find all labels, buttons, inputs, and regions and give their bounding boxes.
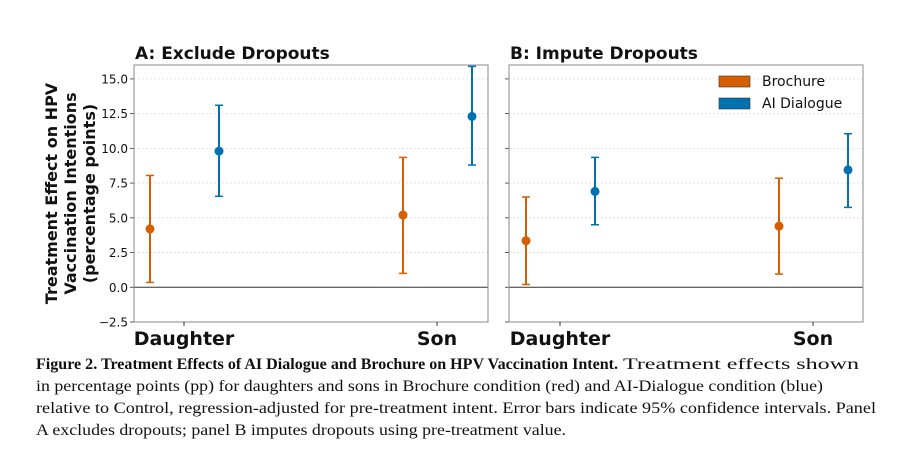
axes-frame bbox=[133, 64, 489, 323]
y-tick-label: 5.0 bbox=[109, 211, 128, 225]
x-tick-label: Son bbox=[793, 328, 833, 350]
caption-line-1: Treatment effects shown bbox=[623, 356, 859, 373]
data-point bbox=[467, 111, 477, 121]
y-tick-label: 7.5 bbox=[109, 177, 128, 191]
data-point bbox=[398, 210, 408, 220]
caption-line-4: A excludes dropouts; panel B imputes dro… bbox=[36, 422, 566, 439]
x-tick-label: Son bbox=[417, 328, 457, 350]
y-axis-label: Treatment Effect on HPV bbox=[42, 82, 61, 304]
y-tick-label: −2.5 bbox=[99, 316, 128, 330]
y-tick-label: 15.0 bbox=[101, 72, 128, 86]
panel-title: A: Exclude Dropouts bbox=[135, 44, 330, 64]
x-tick-label: Daughter bbox=[134, 328, 235, 350]
x-tick-label: Daughter bbox=[510, 328, 611, 350]
data-point bbox=[145, 224, 155, 234]
y-tick-label: 2.5 bbox=[109, 246, 128, 260]
data-point bbox=[774, 221, 784, 231]
data-point bbox=[214, 146, 224, 156]
legend-swatch bbox=[718, 97, 751, 110]
legend-label: AI Dialogue bbox=[762, 96, 842, 112]
data-point bbox=[590, 186, 600, 196]
caption-line-2: in percentage points (pp) for daughters … bbox=[36, 378, 823, 395]
data-point bbox=[521, 236, 531, 246]
caption-title: Figure 2. Treatment Effects of AI Dialog… bbox=[36, 356, 618, 373]
y-tick-label: 10.0 bbox=[101, 142, 128, 156]
axes-frame bbox=[508, 64, 864, 323]
y-tick-label: 0.0 bbox=[109, 281, 128, 295]
y-axis-label: (percentage points) bbox=[80, 104, 99, 283]
data-point bbox=[843, 165, 853, 175]
y-axis-label: Vaccination Intentions bbox=[61, 92, 80, 294]
caption-line-3: relative to Control, regression-adjusted… bbox=[36, 400, 877, 417]
legend-label: Brochure bbox=[762, 74, 825, 90]
legend-swatch bbox=[718, 75, 751, 88]
y-tick-label: 12.5 bbox=[101, 107, 128, 121]
panel-title: B: Impute Dropouts bbox=[510, 44, 698, 64]
